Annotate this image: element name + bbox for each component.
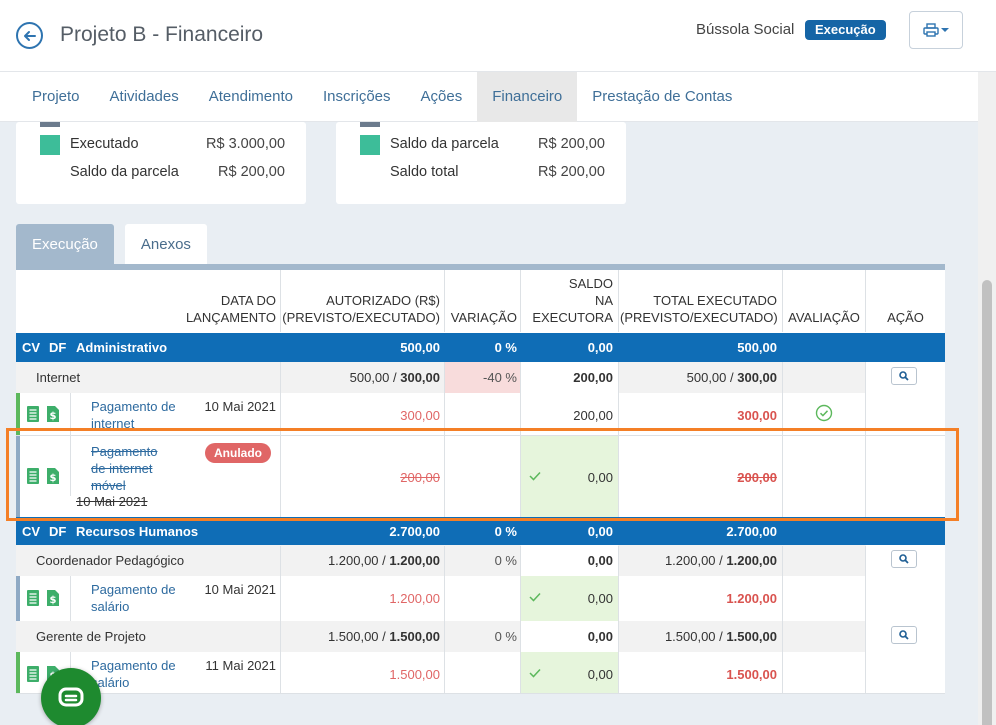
executado-value: R$ 3.000,00 [206, 136, 286, 152]
check-icon [529, 592, 541, 602]
status-badge: Execução [805, 20, 886, 40]
receipt-icon[interactable] [26, 467, 40, 485]
legend-swatch-executado [40, 135, 60, 155]
expense-saldo: 0,00 [587, 667, 613, 682]
expense-autorizado: 300,00 [400, 408, 440, 423]
receipt-icon[interactable] [26, 589, 40, 607]
svg-text:$: $ [50, 411, 57, 422]
category-row-coordenador: Coordenador Pedagógico 1.200,00 / 1.200,… [16, 545, 945, 576]
expense-autorizado: 1.500,00 [389, 667, 440, 682]
group-row-recursos-humanos: CV DF Recursos Humanos 2.700,00 0 % 0,00… [16, 517, 945, 546]
expense-date: 11 Mai 2021 [205, 658, 276, 673]
tab-acoes[interactable]: Ações [420, 88, 463, 105]
saldo-parcela-label: Saldo da parcela [390, 136, 499, 152]
back-button[interactable] [16, 22, 43, 49]
saldo-parcela-label: Saldo da parcela [70, 164, 179, 180]
expense-date: 10 Mai 2021 [76, 494, 148, 509]
page-header: Projeto B - Financeiro Bússola Social Ex… [0, 0, 996, 72]
tab-atividades[interactable]: Atividades [109, 88, 179, 105]
expense-link[interactable]: Pagamento de internet [91, 399, 176, 431]
category-row-internet: Internet 500,00 / 300,00 -40 % 200,00 50… [16, 362, 945, 393]
search-icon [899, 630, 909, 640]
saldo-total-label: Saldo total [390, 164, 459, 180]
legend-swatch-saldo [360, 135, 380, 155]
chat-icon [58, 687, 84, 707]
expense-row-pagamento-salario: $ Pagamento de salário 10 Mai 2021 1.200,… [16, 576, 945, 621]
tab-inscricoes[interactable]: Inscrições [322, 88, 391, 105]
tab-anexos[interactable]: Anexos [124, 224, 207, 266]
arrow-left-icon [23, 30, 36, 41]
expense-autorizado: 200,00 [400, 470, 440, 485]
scrollbar-thumb[interactable] [982, 280, 992, 725]
summary-card-saldo: Saldo da parcela R$ 200,00 Saldo total R… [336, 122, 626, 204]
tab-execucao[interactable]: Execução [16, 224, 114, 266]
expense-total: 300,00 [737, 408, 777, 423]
expense-row-pagamento-internet-movel: $ Pagamento de internet móvel Anulado 10 M… [16, 436, 945, 517]
expense-saldo: 200,00 [573, 408, 613, 423]
payment-document-icon[interactable]: $ [46, 589, 60, 607]
saldo-parcela-value: R$ 200,00 [218, 164, 285, 180]
check-icon [529, 471, 541, 481]
expense-total: 1.500,00 [726, 667, 777, 682]
tab-projeto[interactable]: Projeto [32, 88, 80, 105]
col-header-data: DATA DO LANÇAMENTO [185, 293, 276, 325]
expense-total: 1.200,00 [726, 591, 777, 606]
summary-card-parcela: Executado R$ 3.000,00 Saldo da parcela R… [16, 122, 306, 204]
table-top-bar [16, 264, 945, 270]
expense-link[interactable]: Pagamento de salário [91, 658, 176, 690]
col-header-avaliacao: AVALIAÇÃO [788, 310, 860, 325]
search-button[interactable] [891, 626, 917, 644]
execution-table: DATA DO LANÇAMENTO AUTORIZADO (R$) (PREVIS… [16, 270, 945, 694]
saldo-total-value: R$ 200,00 [538, 164, 605, 180]
receipt-icon[interactable] [26, 665, 40, 683]
tab-financeiro[interactable]: Financeiro [477, 72, 578, 122]
col-header-acao: AÇÃO [887, 310, 924, 325]
col-header-saldo: SALDO NA EXECUTORA [532, 276, 613, 325]
legend-swatch-partial [40, 122, 60, 127]
svg-text:$: $ [50, 595, 57, 606]
payment-document-icon[interactable]: $ [46, 467, 60, 485]
check-icon [529, 668, 541, 678]
saldo-parcela-value: R$ 200,00 [538, 136, 605, 152]
receipt-icon[interactable] [26, 405, 40, 423]
search-button[interactable] [891, 550, 917, 568]
expense-link[interactable]: Pagamento de salário [91, 582, 176, 614]
organization-name: Bússola Social [696, 21, 795, 38]
chat-button[interactable] [41, 668, 101, 725]
executado-label: Executado [70, 136, 139, 152]
expense-link[interactable]: Pagamento de internet móvel [91, 444, 158, 493]
print-button[interactable] [909, 11, 963, 49]
svg-text:$: $ [50, 473, 57, 484]
sub-tabs: Execução Anexos [16, 224, 218, 266]
group-row-administrativo: CV DF Administrativo 500,00 0 % 0,00 500… [16, 333, 945, 362]
annulled-badge: Anulado [205, 443, 271, 463]
expense-date: 10 Mai 2021 [204, 399, 276, 414]
search-icon [899, 371, 909, 381]
caret-down-icon [941, 28, 949, 32]
category-row-gerente: Gerente de Projeto 1.500,00 / 1.500,00 0… [16, 621, 945, 652]
tab-atendimento[interactable]: Atendimento [208, 88, 293, 105]
approved-check-icon [815, 404, 833, 422]
search-button[interactable] [891, 367, 917, 385]
expense-row-pagamento-internet: $ Pagamento de internet 10 Mai 2021 300,0… [16, 393, 945, 435]
page-title: Projeto B - Financeiro [60, 23, 264, 46]
expense-autorizado: 1.200,00 [389, 591, 440, 606]
expense-saldo: 0,00 [587, 591, 613, 606]
legend-swatch-partial [360, 122, 380, 127]
main-tabs: Projeto Atividades Atendimento Inscriçõe… [0, 72, 978, 122]
printer-icon [923, 23, 939, 37]
payment-document-icon[interactable]: $ [46, 405, 60, 423]
tab-prestacao-de-contas[interactable]: Prestação de Contas [592, 88, 733, 105]
search-icon [899, 554, 909, 564]
col-header-autorizado: AUTORIZADO (R$) (PREVISTO/EXECUTADO) [282, 293, 440, 325]
expense-date: 10 Mai 2021 [204, 582, 276, 597]
highlight-box [6, 428, 959, 521]
col-header-total: TOTAL EXECUTADO (PREVISTO/EXECUTADO) [620, 293, 778, 325]
col-header-variacao: VARIAÇÃO [450, 310, 517, 325]
expense-total: 200,00 [737, 470, 777, 485]
scrollbar[interactable] [978, 72, 996, 725]
expense-saldo: 0,00 [587, 470, 613, 485]
